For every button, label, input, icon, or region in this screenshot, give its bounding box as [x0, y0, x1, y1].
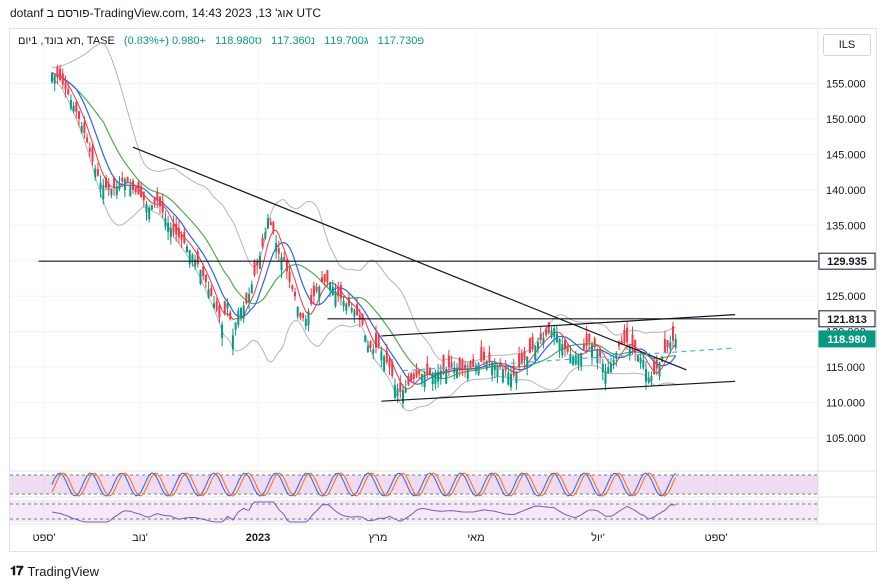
legend-open: פ117.730	[377, 35, 425, 47]
chart-frame	[9, 28, 877, 552]
legend-symbol[interactable]: תא בונד, 1יום, TASE	[18, 35, 115, 47]
legend-low: נ117.360	[271, 35, 316, 47]
symbol-legend: תא בונד, 1יום, TASE פ117.730 ג119.700 נ1…	[18, 35, 424, 47]
footer-brand: TradingView	[27, 563, 100, 579]
legend-high: ג119.700	[324, 35, 369, 47]
chart-header-title: dotanf פורסם ב-TradingView.com, 14:43 או…	[10, 6, 322, 20]
legend-close: ס118.980	[214, 35, 262, 47]
tradingview-logo[interactable]: 𝟏𝟕 TradingView	[10, 563, 99, 579]
tradingview-mark-icon: 𝟏𝟕	[10, 563, 24, 578]
legend-change: +0.980 (+0.83%)	[123, 35, 206, 47]
currency-button[interactable]: ILS	[823, 34, 871, 56]
